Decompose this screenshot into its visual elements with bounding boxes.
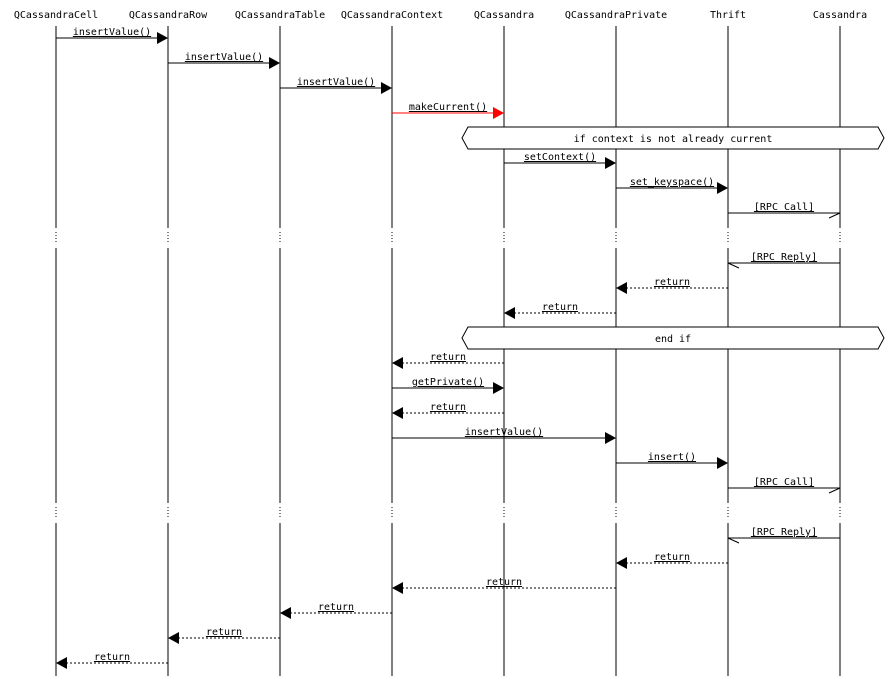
arrowhead	[493, 107, 504, 119]
message-thrift-to-priv-return: return	[616, 277, 728, 294]
message-table-to-context-insertvalue: insertValue()	[280, 77, 392, 94]
arrowhead	[605, 432, 616, 444]
arrowhead	[168, 632, 179, 644]
message-label: return	[206, 627, 242, 638]
message-cass-to-thrift-rpc-reply: [RPC Reply]	[727, 252, 840, 269]
arrowhead	[493, 382, 504, 394]
arrowhead	[392, 582, 403, 594]
message-priv-to-qc-return: return	[504, 302, 616, 319]
message-context-to-table-return: return	[280, 602, 392, 619]
message-label: insertValue()	[297, 77, 375, 88]
open-arrowhead	[828, 212, 841, 219]
message-thrift-to-priv-return: return	[616, 552, 728, 569]
participant-label-priv: QCassandraPrivate	[565, 10, 667, 21]
message-thrift-to-cass-rpc-call: [RPC Call]	[728, 477, 841, 494]
message-label: return	[430, 402, 466, 413]
arrowhead	[616, 282, 627, 294]
arrowhead	[605, 157, 616, 169]
participant-label-qc: QCassandra	[474, 10, 534, 21]
open-arrowhead	[828, 487, 841, 494]
message-row-to-cell-return: return	[56, 652, 168, 669]
message-label: return	[654, 552, 690, 563]
message-priv-to-thrift-set-keyspace: set_keyspace()	[616, 177, 728, 194]
message-label: set_keyspace()	[630, 177, 714, 188]
open-arrowhead	[727, 262, 740, 269]
participant-label-cass: Cassandra	[813, 10, 867, 21]
message-label: getPrivate()	[412, 377, 484, 388]
message-label: return	[486, 577, 522, 588]
message-label: [RPC Reply]	[751, 527, 817, 538]
message-context-to-qc-makecurrent: makeCurrent()	[392, 102, 504, 119]
message-label: insertValue()	[465, 427, 543, 438]
condition-label: end if	[655, 334, 691, 345]
arrowhead	[280, 607, 291, 619]
message-context-to-priv-insertvalue: insertValue()	[392, 427, 616, 444]
message-label: setContext()	[524, 152, 596, 163]
message-label: [RPC Call]	[754, 477, 814, 488]
message-label: [RPC Call]	[754, 202, 814, 213]
arrowhead	[392, 357, 403, 369]
arrowhead	[269, 57, 280, 69]
participant-label-cell: QCassandraCell	[14, 10, 98, 21]
arrowhead	[392, 407, 403, 419]
message-label: makeCurrent()	[409, 102, 487, 113]
arrowhead	[717, 182, 728, 194]
arrowhead	[717, 457, 728, 469]
message-label: return	[430, 352, 466, 363]
arrowhead	[616, 557, 627, 569]
arrowhead	[504, 307, 515, 319]
message-label: return	[318, 602, 354, 613]
arrowhead	[56, 657, 67, 669]
message-context-to-qc-getprivate: getPrivate()	[392, 377, 504, 394]
condition-block-end-if: end if	[461, 326, 885, 350]
message-label: insert()	[648, 452, 696, 463]
participant-label-thrift: Thrift	[710, 10, 746, 21]
message-table-to-row-return: return	[168, 627, 280, 644]
message-label: insertValue()	[185, 52, 263, 63]
message-priv-to-context-return: return	[392, 577, 616, 594]
message-label: insertValue()	[73, 27, 151, 38]
open-arrowhead	[727, 537, 740, 544]
message-label: return	[654, 277, 690, 288]
arrowhead	[381, 82, 392, 94]
message-label: return	[542, 302, 578, 313]
participant-label-context: QCassandraContext	[341, 10, 443, 21]
participant-label-table: QCassandraTable	[235, 10, 325, 21]
message-cell-to-row-insertvalue: insertValue()	[56, 27, 168, 44]
message-priv-to-thrift-insert: insert()	[616, 452, 728, 469]
condition-label: if context is not already current	[574, 134, 773, 145]
message-label: [RPC Reply]	[751, 252, 817, 263]
message-thrift-to-cass-rpc-call: [RPC Call]	[728, 202, 841, 219]
message-qc-to-priv-setcontext: setContext()	[504, 152, 616, 169]
message-qc-to-context-return: return	[392, 352, 504, 369]
message-cass-to-thrift-rpc-reply: [RPC Reply]	[727, 527, 840, 544]
message-label: return	[94, 652, 130, 663]
arrowhead	[157, 32, 168, 44]
message-row-to-table-insertvalue: insertValue()	[168, 52, 280, 69]
condition-block-if-context-is-not-already-current: if context is not already current	[461, 126, 885, 150]
message-qc-to-context-return: return	[392, 402, 504, 419]
participant-label-row: QCassandraRow	[129, 10, 208, 21]
